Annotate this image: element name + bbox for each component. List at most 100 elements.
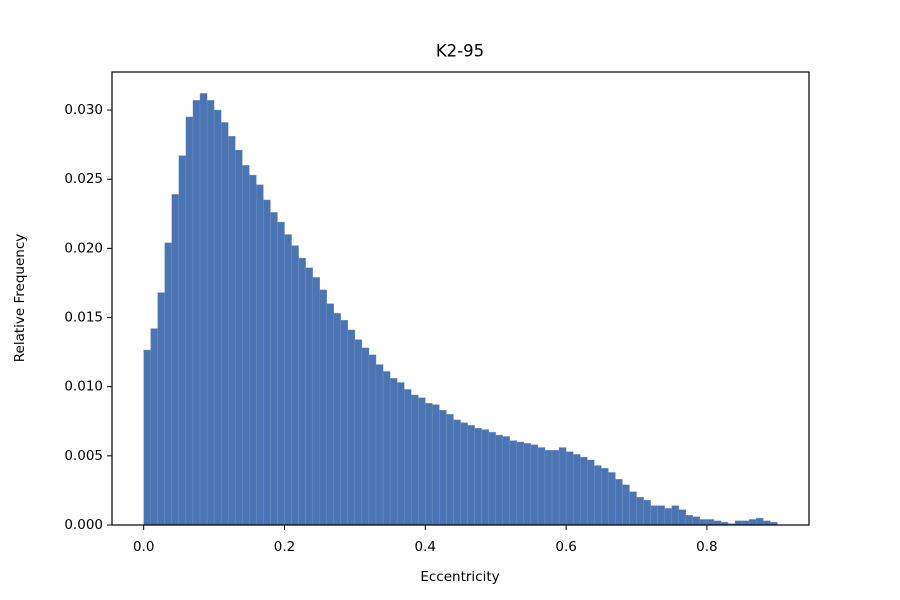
bar: [326, 303, 334, 526]
bar: [453, 419, 461, 526]
bar: [565, 451, 574, 526]
x-tick-label: 0.4: [415, 539, 436, 555]
bar: [382, 371, 391, 526]
bar: [594, 465, 602, 526]
y-tick-label: 0.000: [64, 517, 103, 533]
plot-frame: [111, 71, 810, 526]
bar: [298, 257, 306, 526]
bar: [242, 165, 250, 526]
bar: [706, 519, 715, 526]
bar: [277, 221, 285, 526]
y-tick-label: 0.015: [64, 310, 103, 326]
bar: [763, 520, 771, 526]
bar: [368, 354, 377, 526]
bar: [530, 444, 539, 526]
bar: [403, 389, 412, 526]
bar: [551, 450, 560, 526]
bar: [579, 457, 588, 526]
bar: [509, 440, 518, 526]
bar: [523, 443, 532, 526]
bar: [678, 509, 686, 526]
bar: [636, 497, 644, 526]
bar: [657, 505, 665, 526]
bar: [150, 328, 158, 526]
bar: [249, 174, 257, 526]
bar: [558, 447, 567, 526]
bar: [460, 422, 468, 526]
bar: [157, 292, 166, 526]
bar: [572, 454, 581, 526]
bar: [650, 505, 658, 526]
y-tick-label: 0.020: [64, 240, 103, 256]
bar: [481, 429, 489, 526]
x-tick-label: 0.2: [274, 539, 295, 555]
bar: [389, 378, 398, 526]
bar: [213, 109, 222, 526]
bar: [354, 339, 363, 526]
bar: [199, 93, 208, 526]
bar: [734, 520, 743, 526]
bar: [432, 404, 440, 526]
bar: [396, 382, 405, 526]
bar: [608, 472, 616, 526]
x-tick-label: 0.8: [696, 539, 717, 555]
bar: [319, 289, 327, 526]
bar: [235, 149, 243, 526]
y-tick-label: 0.010: [64, 379, 103, 395]
bar: [375, 364, 384, 526]
bar: [347, 329, 356, 526]
x-axis-label: Eccentricity: [420, 569, 499, 585]
bar: [537, 447, 546, 526]
bar: [418, 397, 426, 526]
bar: [425, 403, 433, 526]
bar: [206, 100, 215, 526]
bar: [495, 434, 503, 526]
bar: [284, 234, 292, 526]
bar: [664, 508, 672, 526]
bar: [516, 441, 525, 526]
y-tick-label: 0.030: [64, 102, 103, 118]
bar: [361, 347, 370, 526]
bar: [622, 484, 630, 526]
bar: [741, 520, 750, 526]
bar: [178, 155, 187, 526]
bar: [291, 245, 299, 526]
bar: [171, 194, 180, 526]
bar: [305, 267, 313, 526]
bar: [270, 212, 278, 526]
bar: [587, 459, 595, 526]
bar: [220, 122, 229, 526]
bar: [446, 414, 454, 526]
bar: [713, 520, 722, 526]
bar: [185, 116, 194, 526]
bar: [685, 515, 694, 526]
bar: [333, 313, 342, 526]
bar: [671, 505, 679, 526]
bar: [192, 100, 201, 526]
chart-title: K2-95: [436, 42, 484, 61]
bar: [439, 409, 447, 526]
y-tick-label: 0.025: [64, 171, 103, 187]
bar: [263, 199, 271, 526]
bar: [601, 468, 609, 526]
bar: [474, 427, 482, 526]
bar: [544, 450, 553, 526]
bar: [488, 432, 496, 526]
bar: [143, 349, 151, 526]
bar: [340, 320, 349, 526]
bar: [692, 516, 701, 526]
x-tick-label: 0.0: [133, 539, 154, 555]
bar: [256, 184, 264, 526]
x-tick-label: 0.6: [555, 539, 576, 555]
bar: [615, 479, 623, 526]
bar: [502, 436, 510, 526]
bar: [467, 425, 475, 526]
bar: [164, 242, 173, 526]
y-axis-label: Relative Frequency: [12, 234, 28, 362]
bar: [755, 517, 764, 526]
bar: [411, 394, 419, 526]
bar: [748, 519, 757, 526]
bar: [312, 277, 320, 526]
bar: [227, 136, 236, 526]
